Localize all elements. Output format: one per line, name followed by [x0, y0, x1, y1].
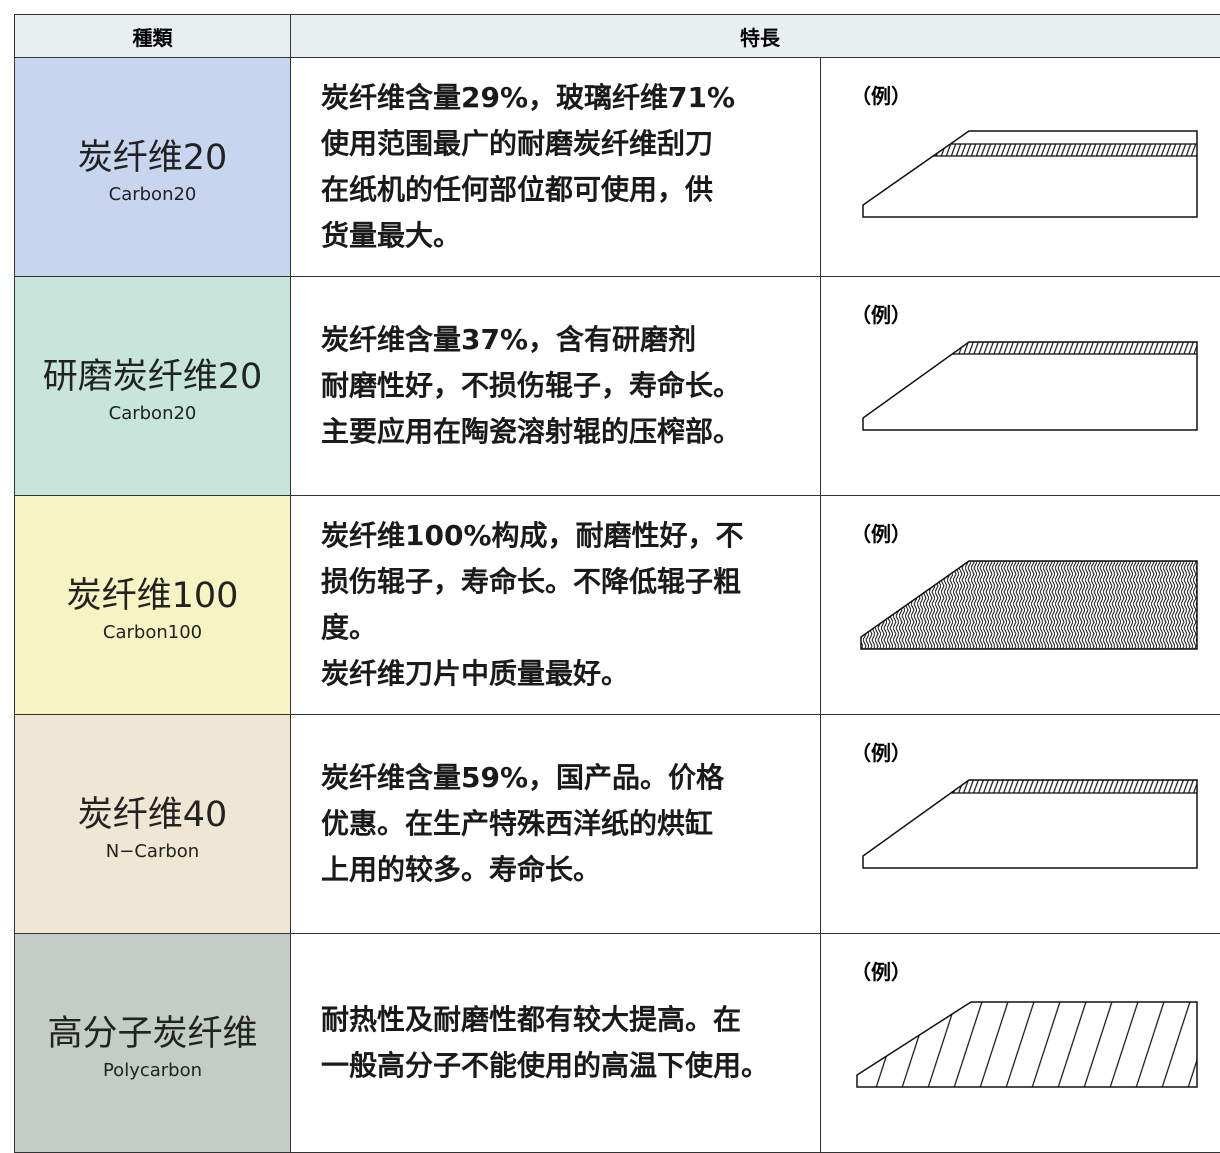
example-label: （例） — [851, 960, 911, 984]
example-label: （例） — [851, 84, 911, 108]
example-cell: （例） — [820, 933, 1220, 1153]
description-cell: 炭纤维100%构成，耐磨性好，不 损伤辊子，寿命长。不降低辊子粗 度。炭纤维刀片中质… — [290, 495, 821, 715]
example-cell: （例） — [820, 57, 1220, 277]
type-sub: N−Carbon — [105, 841, 200, 862]
description-line: 炭纤维刀片中质量最好。 — [321, 657, 630, 690]
type-cell: 高分子炭纤维 Polycarbon — [14, 933, 291, 1153]
description-line: 优惠。在生产特殊西洋纸的烘缸 — [321, 807, 714, 840]
description-line: 炭纤维含量37%，含有研磨剂 — [321, 323, 697, 356]
description-line: 使用范围最广的耐磨炭纤维刮刀 — [321, 127, 714, 160]
description-line: 上用的较多。寿命长。 — [321, 853, 602, 886]
description-cell: 炭纤维含量37%，含有研磨剂耐磨性好，不损伤辊子，寿命长。 主要应用在陶瓷溶射辊的… — [290, 276, 821, 496]
example-cell: （例） — [820, 714, 1220, 934]
blade-diagram — [856, 1001, 1198, 1088]
type-cell: 炭纤维100 Carbon100 — [14, 495, 291, 715]
description-line: 度。 — [321, 611, 378, 644]
type-name: 炭纤维40 — [77, 795, 228, 835]
example-label: （例） — [851, 522, 911, 546]
description-line: 货量最大。 — [321, 219, 462, 252]
type-cell: 炭纤维40 N−Carbon — [14, 714, 291, 934]
example-cell: （例） — [820, 276, 1220, 496]
type-name: 炭纤维20 — [77, 138, 228, 178]
description-cell: 炭纤维含量29%，玻璃纤维71% 使用范围最广的耐磨炭纤维刮刀 在纸机的任何部位都可… — [290, 57, 821, 277]
description-line: 炭纤维100%构成，耐磨性好，不 — [321, 519, 744, 552]
blade-diagram — [862, 130, 1198, 218]
blade-diagram — [862, 341, 1198, 431]
type-name: 高分子炭纤维 — [47, 1014, 258, 1054]
description-line: 损伤辊子，寿命长。不降低辊子粗 — [321, 565, 742, 598]
example-cell: （例） — [820, 495, 1220, 715]
type-name: 炭纤维100 — [66, 576, 239, 616]
description-line: 在纸机的任何部位都可使用，供 — [321, 173, 714, 206]
description-cell: 耐热性及耐磨性都有较大提高。在 一般高分子不能使用的高温下使用。 — [290, 933, 821, 1153]
type-sub: Polycarbon — [102, 1060, 203, 1081]
description-line: 炭纤维含量59%，国产品。价格 — [321, 761, 725, 794]
description-line: 耐磨性好，不损伤辊子，寿命长。 — [321, 369, 742, 402]
type-sub: Carbon100 — [102, 622, 203, 643]
description-line: 主要应用在陶瓷溶射辊的压榨部。 — [321, 415, 742, 448]
description-line: 耐热性及耐磨性都有较大提高。在 — [321, 1003, 742, 1036]
header-type: 種類 — [14, 14, 291, 58]
description-cell: 炭纤维含量59%，国产品。价格 优惠。在生产特殊西洋纸的烘缸 上用的较多。寿命长。 — [290, 714, 821, 934]
header-features: 特長 — [290, 14, 1220, 58]
type-name: 研磨炭纤维20 — [42, 357, 263, 397]
example-label: （例） — [851, 303, 911, 327]
type-cell: 炭纤维20 Carbon20 — [14, 57, 291, 277]
blade-diagram — [860, 560, 1198, 650]
type-sub: Carbon20 — [108, 184, 197, 205]
type-sub: Carbon20 — [108, 403, 197, 424]
blade-diagram — [862, 779, 1198, 869]
description-line: 炭纤维含量29%，玻璃纤维71% — [321, 81, 736, 114]
type-cell: 研磨炭纤维20 Carbon20 — [14, 276, 291, 496]
description-line: 一般高分子不能使用的高温下使用。 — [321, 1049, 770, 1082]
example-label: （例） — [851, 741, 911, 765]
